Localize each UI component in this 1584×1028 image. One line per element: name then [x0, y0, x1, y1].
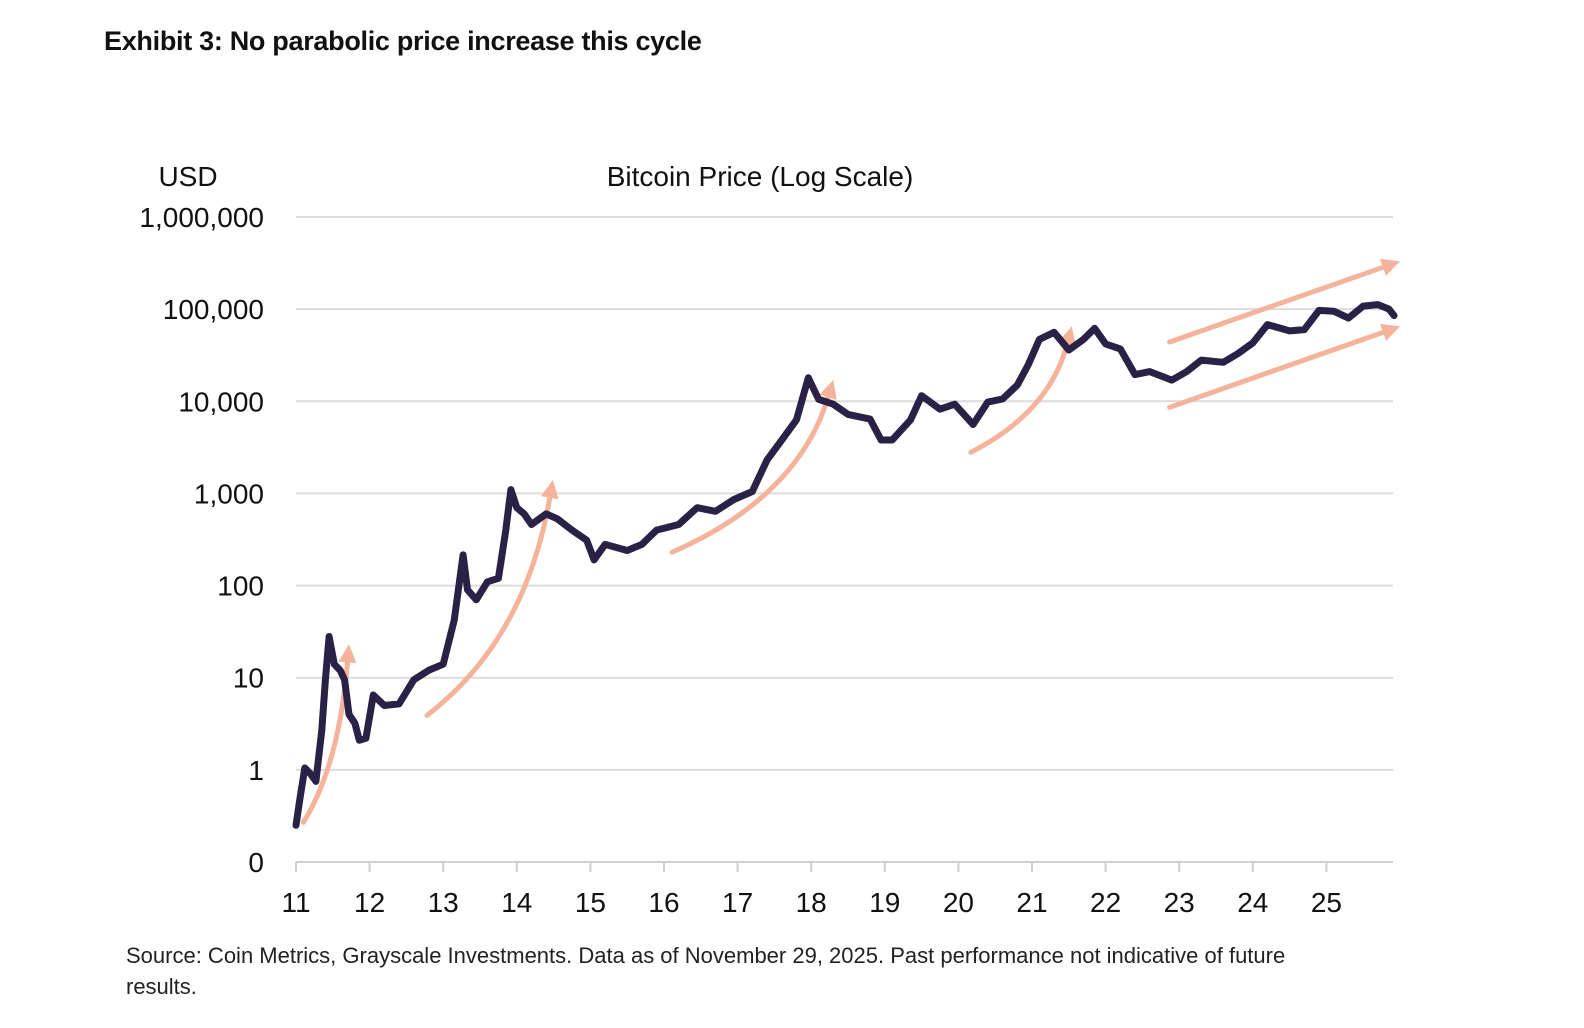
- exhibit-title: Exhibit 3: No parabolic price increase t…: [104, 26, 702, 56]
- source-note: Source: Coin Metrics, Grayscale Investme…: [126, 943, 1286, 999]
- trend-arrow: [1167, 329, 1386, 410]
- x-tick-label: 11: [281, 887, 310, 918]
- y-tick-label: 10,000: [178, 386, 264, 417]
- y-tick-label: 1,000,000: [139, 202, 264, 233]
- chart-title: Bitcoin Price (Log Scale): [607, 161, 914, 192]
- trend-arrow-head: [338, 644, 357, 664]
- trend-arrow-head: [819, 380, 837, 400]
- y-tick-label: 0: [248, 847, 264, 878]
- y-tick-label: 100,000: [163, 294, 264, 325]
- x-tick-label: 14: [501, 887, 532, 918]
- y-tick-label: 100: [217, 571, 264, 602]
- trend-arrow: [968, 341, 1070, 455]
- x-tick-label: 13: [428, 887, 459, 918]
- x-tick-label: 18: [796, 887, 827, 918]
- y-tick-label: 1,000: [194, 478, 264, 509]
- trend-arrow: [424, 495, 553, 718]
- bitcoin-price-line: [292, 301, 1398, 829]
- trend-arrow: [1167, 264, 1386, 345]
- x-tick-label: 17: [722, 887, 753, 918]
- x-tick-label: 19: [869, 887, 900, 918]
- x-tick-label: 16: [648, 887, 679, 918]
- x-tick-label: 20: [943, 887, 974, 918]
- trend-arrow: [669, 394, 831, 555]
- y-tick-label: 10: [233, 663, 264, 694]
- y-axis-label: USD: [158, 161, 217, 192]
- x-tick-label: 23: [1164, 887, 1195, 918]
- x-tick-label: 15: [575, 887, 606, 918]
- trend-arrow-head: [1380, 323, 1400, 341]
- x-tick-label: 21: [1016, 887, 1047, 918]
- x-tick-label: 24: [1237, 887, 1268, 918]
- y-tick-label: 1: [248, 755, 264, 786]
- x-tick-label: 22: [1090, 887, 1121, 918]
- x-tick-label: 25: [1311, 887, 1342, 918]
- x-tick-label: 12: [354, 887, 385, 918]
- trend-arrow-head: [540, 479, 559, 500]
- trend-arrow-head: [1380, 258, 1400, 276]
